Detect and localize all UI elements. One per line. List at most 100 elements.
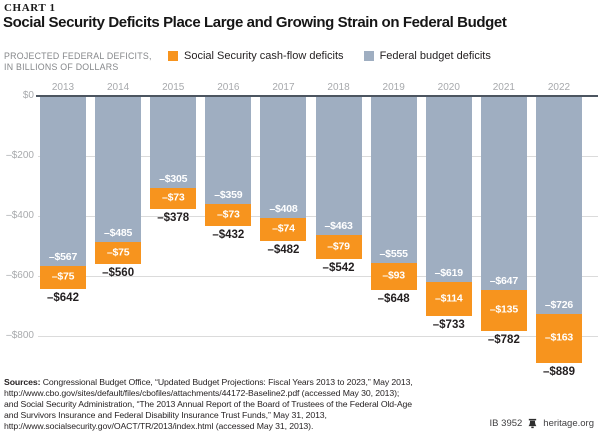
- year-label: 2021: [492, 82, 515, 93]
- total-deficit-value: –$642: [47, 291, 79, 304]
- ss-deficit-bar: –$163: [535, 313, 582, 363]
- sources-label: Sources:: [4, 377, 43, 387]
- ss-deficit-value: –$73: [217, 208, 240, 221]
- federal-deficit-bar: –$567: [40, 96, 86, 267]
- ss-deficit-value: –$163: [544, 331, 574, 344]
- total-deficit-value: –$560: [102, 267, 135, 279]
- federal-deficit-bar: –$726: [535, 96, 582, 314]
- bar-group: 2021 –$647 –$135 –$782: [480, 82, 527, 364]
- ss-deficit-value: –$73: [161, 191, 185, 204]
- sources-line: and Survivors Insurance and Federal Disa…: [4, 409, 327, 420]
- legend-label: Federal budget deficits: [379, 50, 491, 62]
- page-title: Social Security Deficits Place Large and…: [3, 14, 507, 31]
- site-name: heritage.org: [543, 418, 594, 429]
- ss-deficit-bar: –$79: [315, 234, 362, 259]
- year-label: 2022: [547, 82, 571, 93]
- ss-deficit-value: –$93: [382, 269, 405, 282]
- sources-line: and Social Security Administration, “The…: [4, 398, 412, 409]
- liberty-bell-icon: [527, 418, 538, 429]
- total-deficit-value: –$782: [487, 333, 520, 346]
- federal-deficit-value: –$305: [159, 172, 188, 185]
- bar-group: 2015 –$305 –$73 –$378: [150, 82, 197, 364]
- ss-deficit-value: –$79: [327, 240, 350, 253]
- ss-deficit-value: –$135: [489, 303, 518, 316]
- sources-line: http://www.socialsecurity.gov/OACT/TR/20…: [4, 420, 314, 431]
- bar-group: 2022 –$726 –$163 –$889: [535, 82, 582, 378]
- total-deficit-value: –$733: [432, 318, 465, 331]
- total-deficit-value: –$889: [542, 365, 575, 378]
- ss-deficit-value: –$114: [434, 292, 463, 305]
- federal-deficit-bar: –$647: [480, 96, 527, 291]
- report-id: IB 3952: [489, 418, 523, 429]
- ss-deficit-bar: –$114: [425, 281, 472, 316]
- sources-note: Sources: Congressional Budget Office, “U…: [4, 377, 413, 432]
- y-axis-label: –$400: [6, 210, 34, 221]
- ss-deficit-bar: –$93: [370, 262, 417, 291]
- federal-deficit-bar: –$359: [205, 96, 252, 204]
- axis-units-line2: IN BILLIONS OF DOLLARS: [4, 62, 119, 72]
- ss-deficit-bar: –$73: [205, 203, 252, 226]
- sources-line: http://www.cbo.gov/sites/default/files/c…: [4, 387, 400, 398]
- ss-deficit-bar: –$74: [260, 218, 307, 241]
- gridline: [38, 276, 598, 277]
- y-axis-label: –$600: [6, 270, 34, 281]
- ss-deficit-bar: –$75: [40, 266, 86, 289]
- year-label: 2013: [51, 82, 75, 93]
- bar-group: 2017 –$408 –$74 –$482: [260, 82, 307, 364]
- ss-deficit-value: –$75: [106, 246, 130, 259]
- federal-deficit-value: –$647: [489, 275, 518, 288]
- federal-deficit-bar: –$485: [95, 96, 142, 242]
- ss-deficit-bar: –$73: [150, 187, 197, 210]
- ss-deficit-bar: –$75: [95, 241, 142, 264]
- total-deficit-value: –$542: [322, 261, 355, 274]
- federal-deficit-value: –$726: [544, 298, 574, 311]
- federal-deficit-value: –$619: [434, 266, 463, 279]
- sources-line: Sources: Congressional Budget Office, “U…: [4, 377, 413, 387]
- federal-deficit-bar: –$555: [370, 96, 417, 263]
- federal-deficit-bar: –$463: [315, 96, 362, 235]
- year-label: 2015: [162, 82, 185, 93]
- bar-group: 2019 –$555 –$93 –$648: [370, 82, 417, 364]
- legend-swatch-gray: [363, 51, 374, 61]
- axis-units-label: PROJECTED FEDERAL DEFICITS, IN BILLIONS …: [4, 51, 152, 73]
- legend-label: Social Security cash-flow deficits: [184, 50, 344, 62]
- bar-group: 2018 –$463 –$79 –$542: [315, 82, 362, 364]
- y-axis-label: –$200: [6, 150, 34, 161]
- plot-area: $0 –$200 –$400 –$600 –$800 2013 –$567 –$75 –$642…: [6, 82, 598, 378]
- chart-kicker: CHART 1: [4, 2, 56, 14]
- y-axis-label: $0: [22, 90, 34, 101]
- total-deficit-value: –$378: [157, 212, 190, 225]
- year-label: 2017: [272, 82, 295, 93]
- legend-item-federal-deficits: Federal budget deficits: [363, 50, 491, 62]
- federal-deficit-value: –$567: [48, 251, 78, 264]
- year-label: 2014: [106, 82, 130, 93]
- ss-deficit-value: –$74: [272, 223, 295, 236]
- legend-item-ss-deficits: Social Security cash-flow deficits: [168, 50, 344, 62]
- federal-deficit-bar: –$619: [425, 96, 472, 282]
- federal-deficit-value: –$359: [214, 188, 243, 201]
- year-label: 2019: [382, 82, 405, 93]
- federal-deficit-value: –$408: [269, 203, 298, 216]
- bar-group: 2014 –$485 –$75 –$560: [95, 82, 142, 364]
- total-deficit-value: –$482: [267, 243, 300, 256]
- chart-legend: Social Security cash-flow deficits Feder…: [168, 50, 491, 62]
- federal-deficit-value: –$555: [379, 247, 408, 260]
- gridline: [38, 336, 598, 337]
- ss-deficit-value: –$75: [51, 270, 75, 283]
- y-axis-label: –$800: [6, 330, 34, 341]
- federal-deficit-bar: –$408: [260, 96, 307, 219]
- total-deficit-value: –$432: [212, 228, 245, 241]
- federal-deficit-value: –$485: [104, 226, 133, 239]
- footer-branding: IB 3952 heritage.org: [490, 418, 594, 429]
- bar-group: 2020 –$619 –$114 –$733: [425, 82, 472, 364]
- federal-deficit-bar: –$305: [150, 96, 197, 188]
- zero-axis-line: [36, 95, 598, 97]
- total-deficit-value: –$648: [377, 293, 410, 306]
- legend-swatch-orange: [168, 51, 178, 61]
- bar-group: 2013 –$567 –$75 –$642: [40, 82, 86, 364]
- bar-group: 2016 –$359 –$73 –$432: [205, 82, 252, 364]
- axis-units-line1: PROJECTED FEDERAL DEFICITS,: [4, 51, 152, 61]
- ss-deficit-bar: –$135: [480, 290, 527, 331]
- federal-deficit-value: –$463: [324, 219, 353, 232]
